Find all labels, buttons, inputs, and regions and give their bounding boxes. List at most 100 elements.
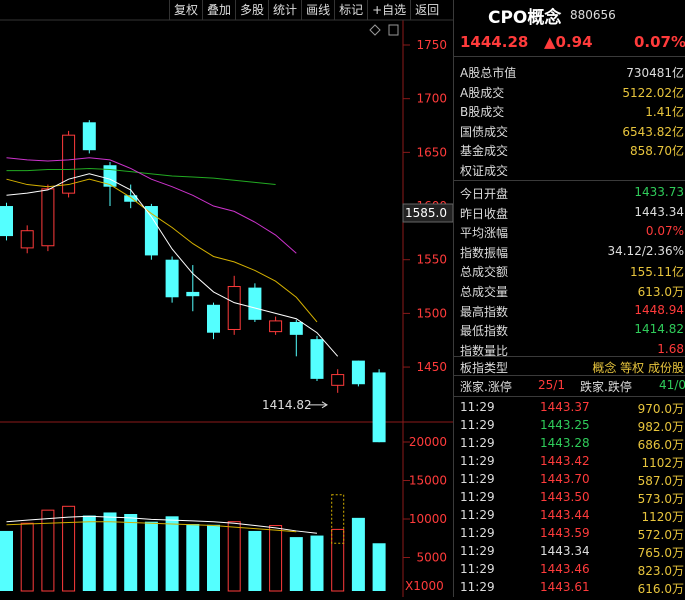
trade-row: 11:29 1443.50 573.0万 [454, 488, 685, 506]
kline-chart-area[interactable]: 17501700165016001550150014501585.0200001… [0, 0, 454, 597]
volume-bar-up [331, 528, 345, 592]
trade-row: 11:29 1443.46 823.0万 [454, 560, 685, 578]
trade-volume: 572.0万 [637, 528, 684, 542]
market-stat-row-label: B股成交 [460, 105, 505, 119]
trade-time: 11:29 [460, 544, 495, 558]
trade-volume: 587.0万 [637, 474, 684, 488]
trade-row: 11:29 1443.37 970.0万 [454, 398, 685, 416]
index-stat-row: 总成交量 613.0万 [454, 281, 685, 301]
volume-ma-white [6, 515, 318, 534]
toolbar-button-1[interactable]: 叠加 [202, 0, 235, 20]
trade-volume: 1120万 [641, 510, 684, 524]
index-stat-row-value: 0.07% [645, 224, 684, 239]
candle-body-down [351, 360, 365, 385]
trade-time: 11:29 [460, 436, 495, 450]
trade-volume: 573.0万 [637, 492, 684, 506]
title-row: CPO概念 880656 [454, 0, 685, 28]
candle-body-up [269, 320, 283, 333]
candle-body-down [0, 206, 13, 237]
index-stat-row-value: 1.68 [657, 341, 684, 356]
divider [454, 375, 685, 376]
volume-bar-down [103, 512, 117, 591]
toolbar-button-3[interactable]: 统计 [268, 0, 301, 20]
volume-bar-down [0, 530, 13, 591]
trade-volume: 970.0万 [637, 402, 684, 416]
volume-bar-up [41, 509, 55, 592]
index-stat-row-value: 1433.73 [634, 185, 684, 199]
candle-body-down [372, 372, 386, 443]
index-stat-row-value: 155.11亿 [630, 265, 684, 280]
toolbar-button-7[interactable]: 返回 [410, 0, 443, 20]
trade-row: 11:29 1443.25 982.0万 [454, 416, 685, 434]
toolbar-button-4[interactable]: 画线 [301, 0, 334, 20]
diamond-icon [369, 24, 381, 36]
candle-body-down [310, 339, 324, 379]
index-stat-row: 指数量比 1.68 [454, 340, 685, 360]
index-stat-row-label: 今日开盘 [460, 187, 509, 201]
index-stat-row: 今日开盘 1433.73 [454, 183, 685, 203]
board-type-value[interactable]: 概念 等权 成份股 [592, 361, 684, 375]
price-tick-label: 1450 [416, 360, 447, 374]
trade-time: 11:29 [460, 508, 495, 522]
trade-price: 1443.46 [540, 562, 590, 576]
price-change-pct: 0.07% [633, 33, 685, 51]
volume-tick-label: 5000 [416, 551, 447, 565]
index-stat-row-label: 昨日收盘 [460, 206, 509, 221]
price-row: 1444.28 ▲0.94 0.07% [454, 28, 685, 57]
kline-chart[interactable]: 17501700165016001550150014501585.0200001… [0, 0, 454, 597]
candle-body-up [41, 188, 55, 247]
trade-volume: 616.0万 [637, 582, 684, 596]
ma-line-yellow [6, 178, 318, 323]
index-stat-row-label: 总成交量 [460, 285, 509, 299]
trade-price: 1443.61 [540, 580, 590, 594]
market-stat-row: A股总市值 730481亿 [454, 62, 685, 82]
volume-bar-up [62, 505, 76, 592]
current-price-label: 1585.0 [405, 206, 447, 220]
board-type-row: 板指类型 概念 等权 成份股 [454, 357, 685, 377]
index-stat-row-value: 1448.94 [634, 302, 684, 317]
index-stat-row: 总成交额 155.11亿 [454, 261, 685, 281]
market-stat-row-label: 基金成交 [460, 144, 509, 158]
trade-time: 11:29 [460, 418, 495, 432]
toolbar-button-2[interactable]: 多股 [235, 0, 268, 20]
volume-ma-yellow [6, 521, 297, 533]
index-stat-row-label: 最高指数 [460, 304, 509, 319]
toolbar-button-0[interactable]: 复权 [169, 0, 202, 20]
volume-tick-label: 20000 [409, 435, 447, 449]
index-stat-row-label: 总成交额 [460, 265, 509, 280]
market-stat-row-value: 730481亿 [626, 66, 684, 80]
toolbar-button-5[interactable]: 标记 [334, 0, 367, 20]
candle-body-down [124, 195, 138, 202]
market-stat-row-value: 858.70亿 [630, 144, 684, 158]
trade-volume: 982.0万 [637, 420, 684, 434]
ma-line-purple [6, 157, 297, 254]
trade-time: 11:29 [460, 454, 495, 468]
candle-body-up [227, 286, 241, 330]
trade-time: 11:29 [460, 490, 495, 504]
price-change: ▲0.94 [544, 33, 593, 51]
index-stat-row-label: 最低指数 [460, 324, 509, 339]
projected-volume-outline [331, 494, 345, 544]
price-tick-label: 1750 [416, 38, 447, 52]
trade-price: 1443.37 [540, 400, 590, 414]
ma-line-white [6, 173, 339, 357]
volume-bar-down [289, 537, 303, 591]
volume-tick-label: 10000 [409, 512, 447, 526]
volume-bar-down [207, 524, 220, 591]
trade-volume: 1102万 [641, 456, 684, 470]
trade-row: 11:29 1443.28 686.0万 [454, 434, 685, 452]
divider [454, 396, 685, 397]
fall-value: 41/0 [659, 378, 685, 392]
trade-price: 1443.25 [540, 418, 590, 432]
rise-value: 25/1 [538, 378, 565, 392]
market-stat-row: 权证成交 [454, 160, 685, 180]
board-type-label: 板指类型 [460, 361, 509, 375]
trade-price: 1443.42 [540, 454, 590, 468]
market-stat-row-value: 5122.02亿 [622, 85, 684, 100]
divider [454, 180, 685, 181]
volume-bar-down [124, 514, 138, 591]
toolbar-button-6[interactable]: +自选 [367, 0, 410, 20]
index-stat-row: 指数振幅 34.12/2.36% [454, 242, 685, 262]
candle-body-up [331, 374, 345, 386]
volume-bar-up [227, 521, 241, 592]
